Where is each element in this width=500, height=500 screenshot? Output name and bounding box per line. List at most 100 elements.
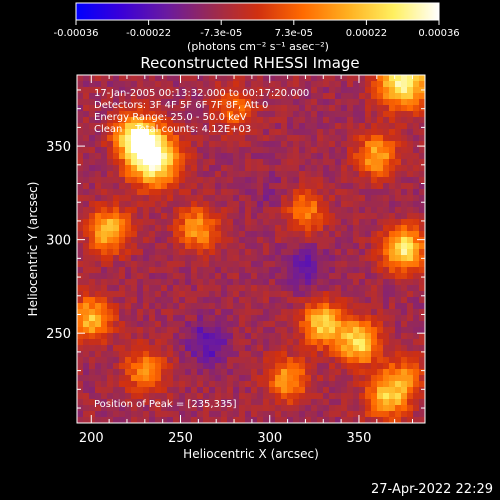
heatmap-cell — [77, 183, 84, 190]
heatmap-cell — [365, 237, 372, 244]
heatmap-cell — [203, 135, 210, 142]
heatmap-cell — [173, 99, 180, 106]
heatmap-cell — [89, 291, 96, 298]
heatmap-cell — [77, 237, 84, 244]
heatmap-cell — [353, 87, 360, 94]
heatmap-cell — [215, 183, 222, 190]
heatmap-cell — [125, 117, 132, 124]
heatmap-cell — [389, 207, 396, 214]
heatmap-cell — [317, 285, 324, 292]
heatmap-cell — [395, 147, 402, 154]
heatmap-cell — [383, 285, 390, 292]
heatmap-cell — [215, 381, 222, 388]
heatmap-cell — [341, 243, 348, 250]
heatmap-cell — [371, 123, 378, 130]
heatmap-cell — [281, 273, 288, 280]
heatmap-cell — [269, 303, 276, 310]
heatmap-cell — [107, 315, 114, 322]
heatmap-cell — [143, 177, 150, 184]
heatmap-cell — [83, 159, 90, 166]
heatmap-cell — [119, 381, 126, 388]
heatmap-cell — [263, 327, 270, 334]
heatmap-cell — [83, 201, 90, 208]
heatmap-cell — [413, 135, 420, 142]
heatmap-cell — [281, 93, 288, 100]
heatmap-cell — [149, 357, 156, 364]
heatmap-cell — [311, 297, 318, 304]
heatmap-cell — [149, 225, 156, 232]
heatmap-cell — [227, 87, 234, 94]
heatmap-cell — [377, 273, 384, 280]
heatmap-cell — [389, 411, 396, 418]
heatmap-cell — [407, 417, 414, 423]
heatmap-cell — [167, 297, 174, 304]
heatmap-cell — [149, 93, 156, 100]
heatmap-cell — [215, 309, 222, 316]
heatmap-cell — [371, 153, 378, 160]
heatmap-cell — [293, 171, 300, 178]
heatmap-cell — [119, 171, 126, 178]
heatmap-cell — [203, 411, 210, 418]
heatmap-cell — [233, 99, 240, 106]
heatmap-cell — [263, 147, 270, 154]
heatmap-cell — [185, 339, 192, 346]
heatmap-cell — [293, 135, 300, 142]
heatmap-cell — [377, 213, 384, 220]
heatmap-cell — [95, 315, 102, 322]
heatmap-cell — [221, 273, 228, 280]
heatmap-cell — [371, 375, 378, 382]
heatmap-cell — [287, 285, 294, 292]
heatmap-cell — [239, 111, 246, 118]
heatmap-cell — [149, 207, 156, 214]
heatmap-cell — [209, 417, 216, 423]
heatmap-cell — [317, 309, 324, 316]
heatmap-cell — [287, 123, 294, 130]
heatmap-cell — [311, 255, 318, 262]
heatmap-cell — [383, 393, 390, 400]
heatmap-cell — [173, 261, 180, 268]
heatmap-cell — [251, 201, 258, 208]
heatmap-cell — [77, 297, 84, 304]
heatmap-cell — [209, 141, 216, 148]
heatmap-cell — [161, 159, 168, 166]
heatmap-cell — [197, 387, 204, 394]
heatmap-cell — [329, 405, 336, 412]
heatmap-cell — [83, 291, 90, 298]
heatmap-cell — [269, 87, 276, 94]
heatmap-cell — [263, 183, 270, 190]
heatmap-cell — [251, 189, 258, 196]
heatmap-cell — [323, 321, 330, 328]
heatmap-cell — [275, 225, 282, 232]
heatmap-cell — [353, 81, 360, 88]
heatmap-cell — [191, 177, 198, 184]
heatmap-cell — [299, 183, 306, 190]
heatmap-cell — [359, 153, 366, 160]
heatmap-cell — [365, 147, 372, 154]
heatmap-cell — [221, 405, 228, 412]
heatmap-cell — [341, 159, 348, 166]
heatmap-cell — [347, 339, 354, 346]
heatmap-cell — [161, 177, 168, 184]
heatmap-cell — [377, 399, 384, 406]
heatmap-cell — [383, 213, 390, 220]
heatmap-cell — [233, 141, 240, 148]
heatmap-cell — [119, 219, 126, 226]
heatmap-cell — [203, 393, 210, 400]
heatmap-cell — [83, 327, 90, 334]
heatmap-cell — [413, 345, 420, 352]
heatmap-cell — [263, 255, 270, 262]
heatmap-cell — [149, 363, 156, 370]
heatmap-cell — [239, 321, 246, 328]
heatmap-cell — [245, 369, 252, 376]
heatmap-cell — [203, 225, 210, 232]
heatmap-cell — [413, 327, 420, 334]
heatmap-cell — [305, 279, 312, 286]
heatmap-cell — [281, 405, 288, 412]
heatmap-cell — [161, 255, 168, 262]
heatmap-cell — [311, 411, 318, 418]
heatmap-cell — [119, 93, 126, 100]
heatmap-cell — [359, 189, 366, 196]
heatmap-cell — [377, 417, 384, 423]
heatmap-cell — [191, 249, 198, 256]
heatmap-cell — [197, 129, 204, 136]
